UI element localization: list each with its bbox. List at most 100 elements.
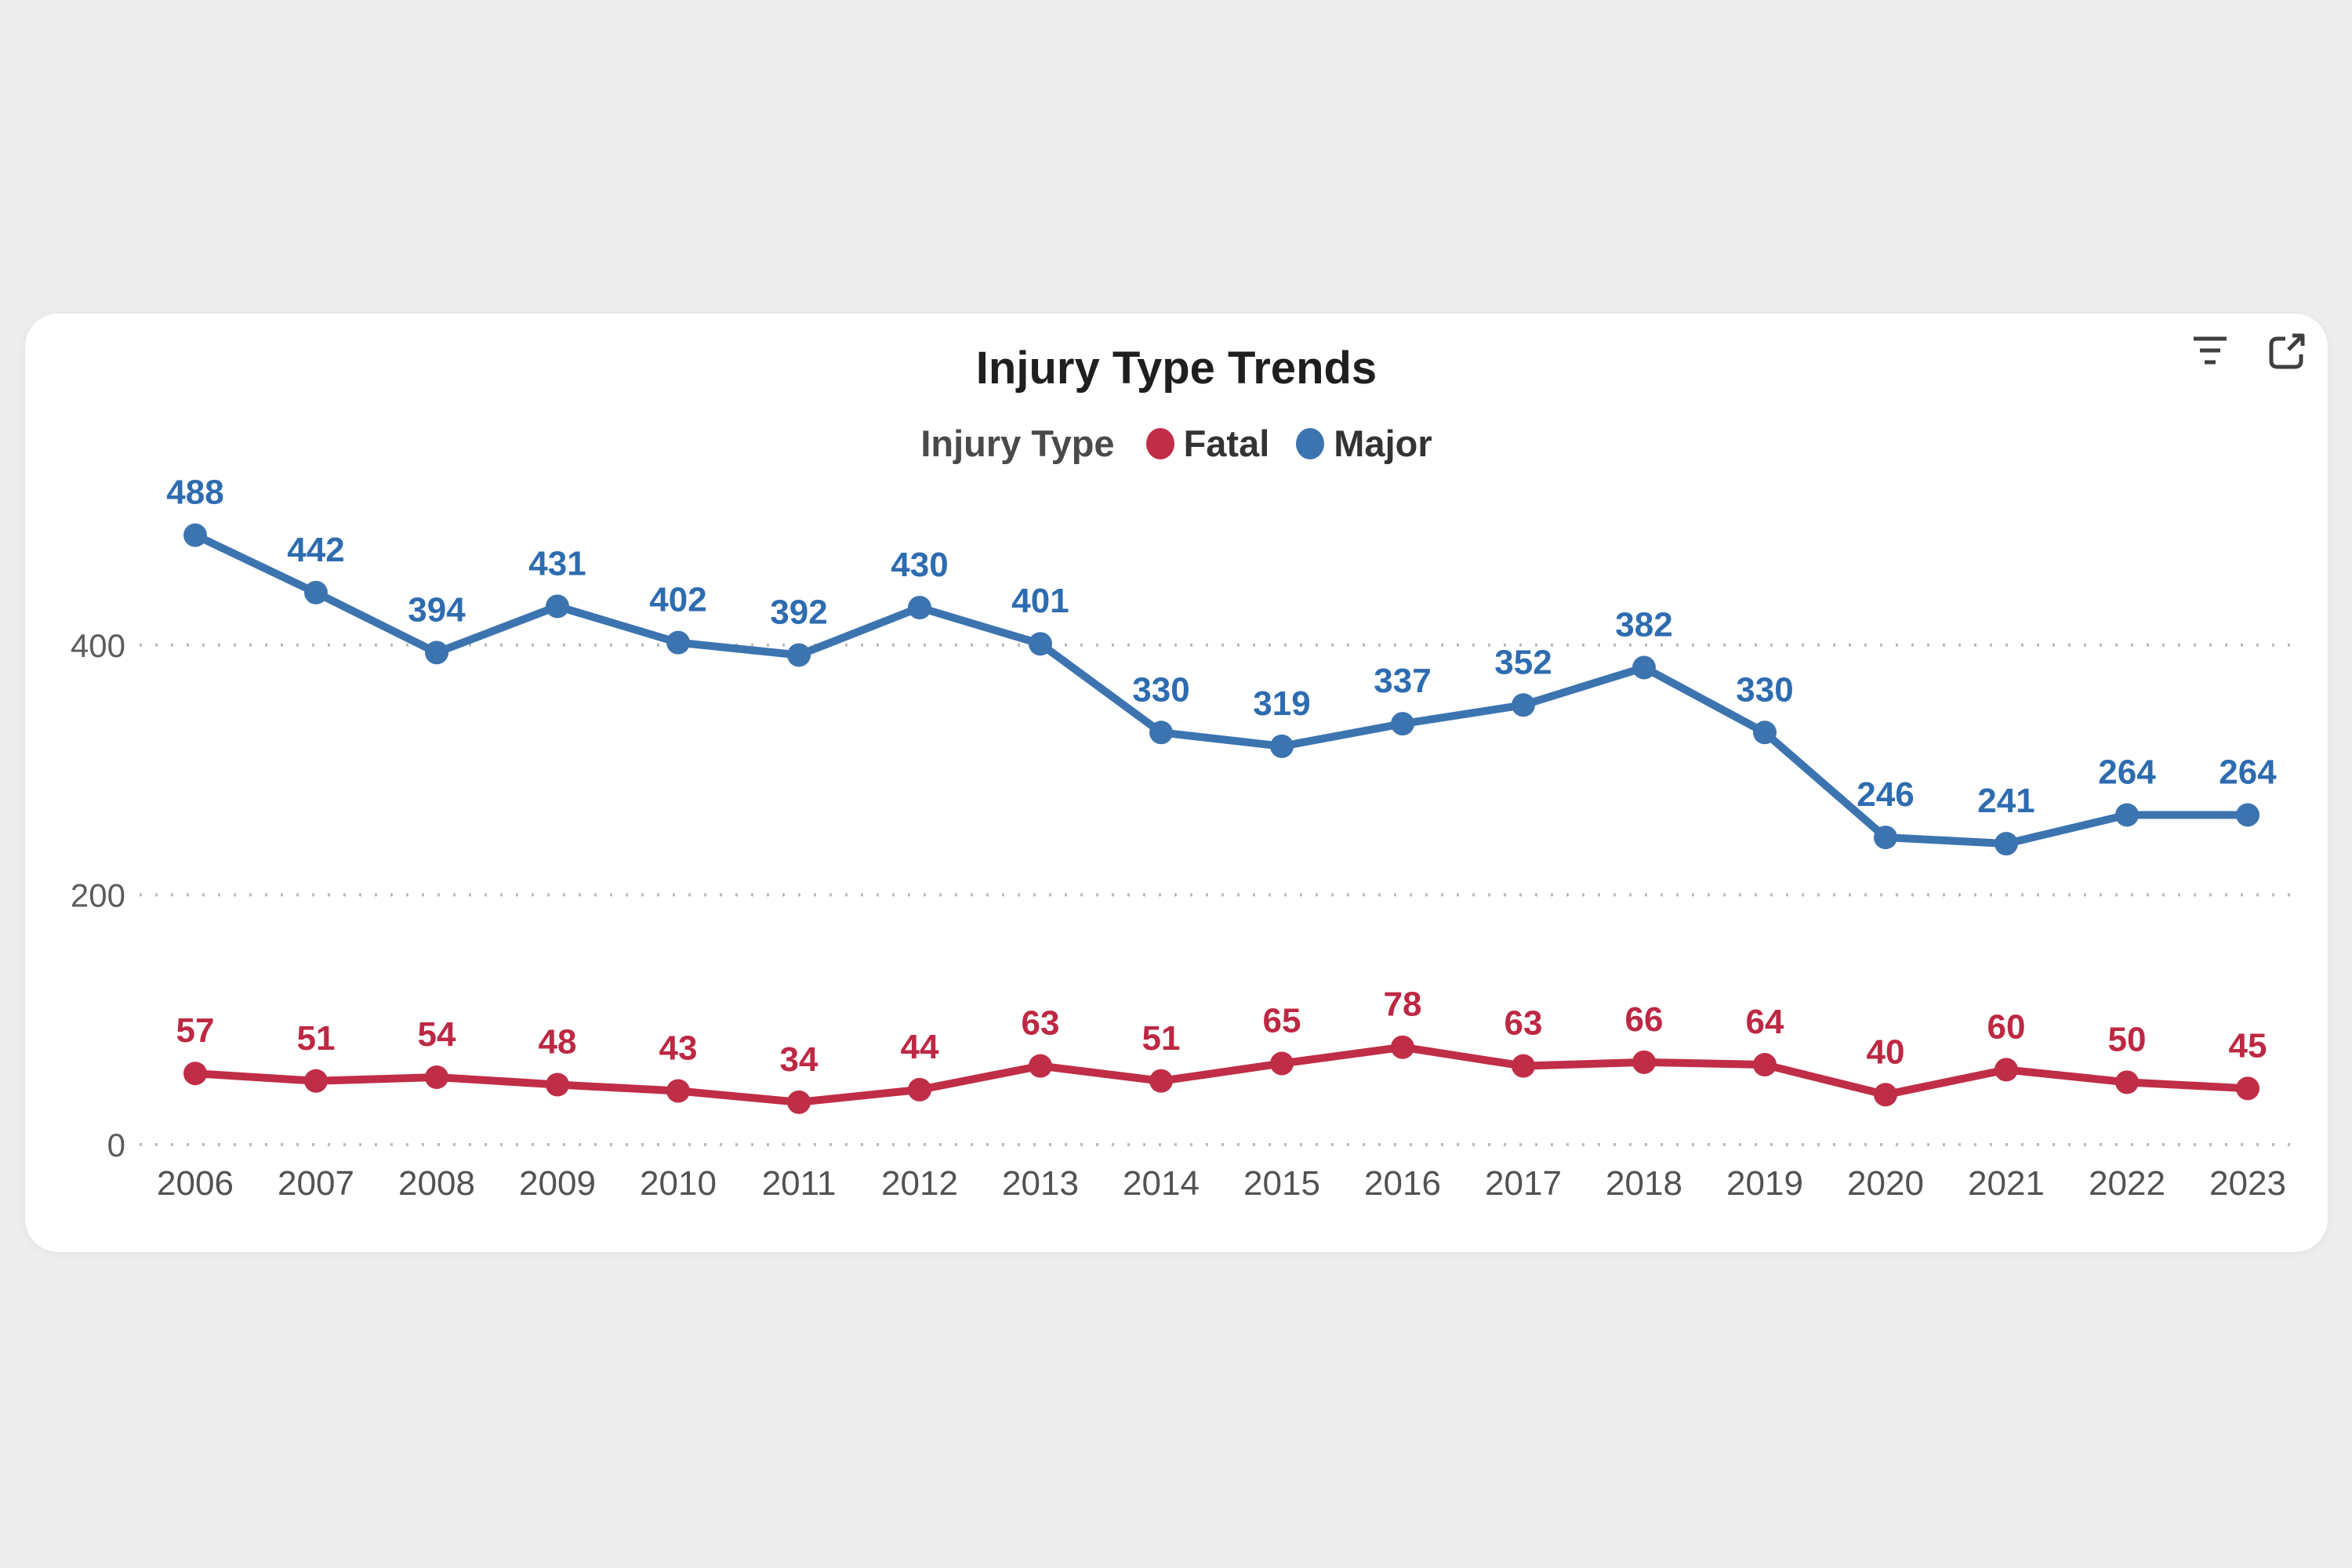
data-point-fatal-2022[interactable]: [2115, 1070, 2139, 1094]
data-label-major-2012: 430: [891, 546, 948, 584]
x-axis-tick-2019: 2019: [1726, 1164, 1803, 1203]
data-point-fatal-2012[interactable]: [908, 1077, 931, 1102]
data-label-fatal-2008: 54: [418, 1015, 456, 1054]
data-label-major-2007: 442: [287, 531, 344, 569]
line-chart-plot-area[interactable]: 0 200 400 2006 2007 2008 2009 2010 2011 2012 2013 2…: [25, 314, 2328, 1252]
data-label-major-2018: 382: [1615, 605, 1672, 644]
x-axis-tick-2015: 2015: [1243, 1164, 1320, 1203]
x-axis-tick-2013: 2013: [1002, 1164, 1079, 1203]
data-point-fatal-2013[interactable]: [1029, 1054, 1052, 1078]
data-label-fatal-2007: 51: [297, 1019, 336, 1058]
data-label-fatal-2013: 63: [1022, 1004, 1060, 1043]
data-point-major-2022[interactable]: [2115, 803, 2139, 827]
data-label-major-2006: 488: [166, 474, 223, 512]
data-label-fatal-2018: 66: [1625, 1000, 1664, 1039]
x-axis-tick-2020: 2020: [1847, 1164, 1924, 1203]
data-label-fatal-2009: 48: [539, 1023, 577, 1062]
filter-icon[interactable]: [2190, 331, 2230, 372]
data-label-fatal-2023: 45: [2229, 1026, 2267, 1065]
data-label-major-2016: 337: [1374, 662, 1431, 700]
y-axis-tick-0: 0: [107, 1127, 125, 1163]
data-label-fatal-2011: 34: [780, 1040, 818, 1079]
y-axis-tick-200: 200: [71, 877, 125, 913]
data-point-major-2014[interactable]: [1149, 720, 1173, 745]
series-line-major: [191, 531, 2252, 848]
legend-item-major[interactable]: Major: [1296, 422, 1432, 465]
data-point-major-2013[interactable]: [1029, 632, 1052, 656]
data-label-major-2017: 352: [1494, 643, 1552, 681]
data-label-fatal-2017: 63: [1504, 1004, 1543, 1043]
data-label-major-2008: 394: [408, 590, 466, 629]
data-point-major-2011[interactable]: [787, 643, 811, 667]
chart-title: Injury Type Trends: [975, 343, 1377, 394]
popout-icon[interactable]: [2267, 331, 2307, 372]
data-label-fatal-2020: 40: [1867, 1033, 1905, 1071]
x-axis-tick-2014: 2014: [1123, 1164, 1200, 1203]
x-axis-tick-2017: 2017: [1485, 1164, 1562, 1203]
data-point-fatal-2009[interactable]: [546, 1073, 569, 1097]
data-point-fatal-2015[interactable]: [1270, 1051, 1294, 1076]
data-point-fatal-2018[interactable]: [1632, 1050, 1656, 1074]
data-label-major-2020: 246: [1857, 775, 1914, 814]
data-point-major-2017[interactable]: [1512, 693, 1535, 717]
data-label-fatal-2014: 51: [1142, 1019, 1181, 1058]
data-point-major-2019[interactable]: [1753, 720, 1777, 745]
data-point-major-2018[interactable]: [1632, 655, 1656, 680]
data-point-major-2010[interactable]: [666, 630, 690, 655]
data-point-fatal-2014[interactable]: [1149, 1069, 1173, 1093]
data-point-major-2021[interactable]: [1994, 832, 2018, 856]
data-label-major-2021: 241: [1977, 782, 2034, 820]
data-label-fatal-2015: 65: [1263, 1001, 1301, 1040]
x-axis-tick-2021: 2021: [1968, 1164, 2045, 1203]
data-label-major-2011: 392: [770, 593, 827, 632]
major-series-dot-icon: [1296, 427, 1325, 459]
data-point-fatal-2023[interactable]: [2236, 1076, 2259, 1101]
data-point-major-2023[interactable]: [2236, 803, 2259, 827]
legend-item-fatal[interactable]: Fatal: [1145, 422, 1270, 465]
x-axis-tick-2016: 2016: [1364, 1164, 1441, 1203]
x-axis-tick-2007: 2007: [278, 1164, 354, 1203]
series-line-fatal: [191, 1043, 2252, 1106]
data-label-major-2015: 319: [1253, 684, 1310, 723]
data-label-major-2009: 431: [528, 544, 586, 583]
data-point-major-2015[interactable]: [1270, 734, 1294, 758]
data-label-major-2013: 401: [1011, 582, 1069, 620]
data-label-major-2022: 264: [2098, 753, 2156, 791]
data-label-fatal-2022: 50: [2108, 1020, 2147, 1058]
x-axis-tick-2023: 2023: [2209, 1164, 2286, 1203]
x-axis-tick-2009: 2009: [519, 1164, 596, 1203]
legend-item-label: Major: [1334, 423, 1432, 464]
x-axis-tick-2018: 2018: [1606, 1164, 1682, 1203]
data-point-fatal-2017[interactable]: [1512, 1054, 1535, 1078]
data-point-major-2016[interactable]: [1391, 712, 1414, 736]
data-point-fatal-2021[interactable]: [1994, 1058, 2018, 1082]
data-point-fatal-2011[interactable]: [787, 1090, 811, 1114]
legend-title: Injury Type: [920, 423, 1115, 464]
data-point-major-2012[interactable]: [908, 596, 931, 620]
data-point-fatal-2019[interactable]: [1753, 1053, 1777, 1077]
data-point-fatal-2008[interactable]: [425, 1065, 448, 1089]
x-axis-tick-2010: 2010: [640, 1164, 717, 1203]
data-point-fatal-2016[interactable]: [1391, 1035, 1414, 1059]
data-point-fatal-2006[interactable]: [183, 1062, 207, 1086]
data-point-fatal-2007[interactable]: [304, 1069, 328, 1093]
data-point-major-2020[interactable]: [1874, 826, 1897, 850]
legend: Injury Type Fatal Major: [25, 422, 2328, 465]
x-axis-tick-2012: 2012: [881, 1164, 958, 1203]
data-point-major-2009[interactable]: [546, 594, 569, 619]
data-label-major-2010: 402: [649, 581, 706, 619]
data-point-major-2006[interactable]: [183, 523, 207, 547]
data-label-fatal-2016: 78: [1384, 985, 1422, 1024]
data-label-fatal-2019: 64: [1746, 1003, 1784, 1041]
data-point-fatal-2020[interactable]: [1874, 1083, 1897, 1107]
visual-header-toolbar: [2190, 331, 2307, 372]
x-axis-tick-2008: 2008: [398, 1164, 475, 1203]
data-point-major-2007[interactable]: [304, 580, 328, 604]
data-point-major-2008[interactable]: [425, 641, 448, 665]
data-point-fatal-2010[interactable]: [666, 1079, 690, 1103]
data-label-fatal-2006: 57: [176, 1011, 215, 1050]
legend-item-label: Fatal: [1183, 423, 1270, 464]
data-label-fatal-2021: 60: [1987, 1007, 2026, 1046]
data-label-fatal-2010: 43: [659, 1029, 698, 1068]
